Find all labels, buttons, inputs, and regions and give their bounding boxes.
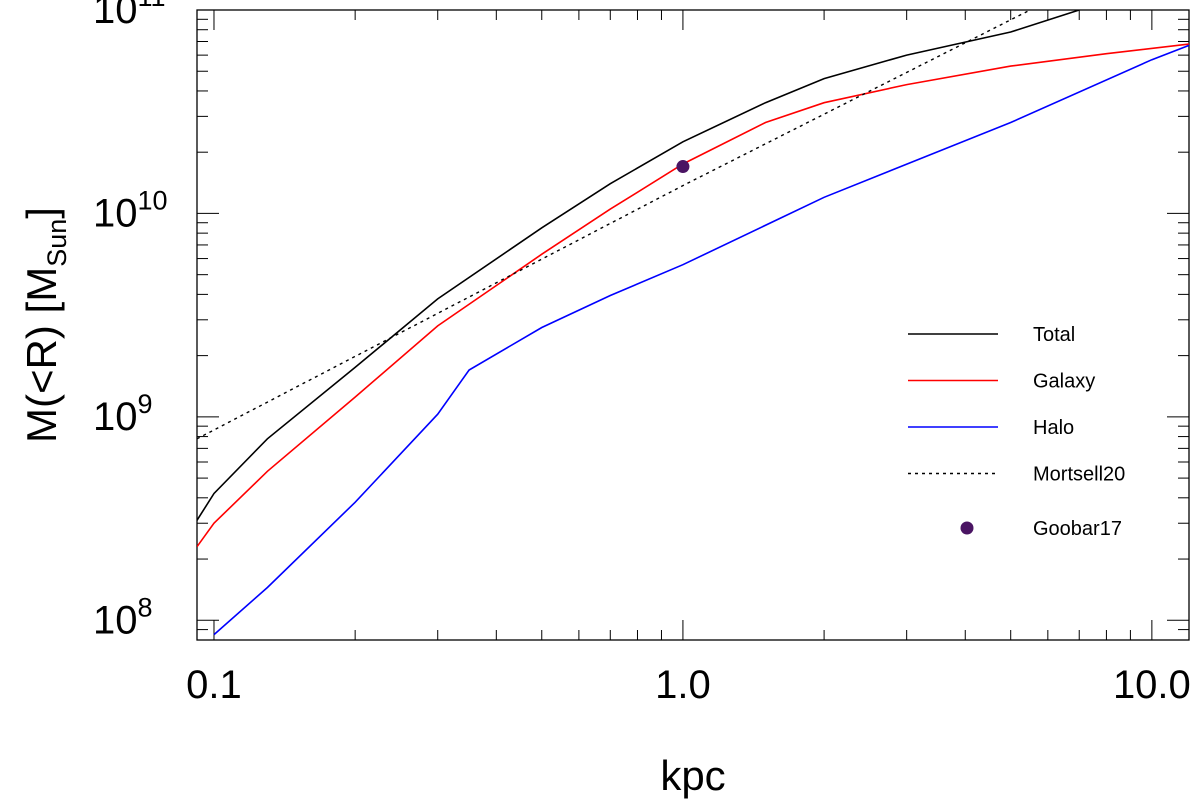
series-group	[197, 10, 1189, 636]
y-tick-label: 109	[93, 389, 153, 439]
y-tick-base: 10	[93, 598, 138, 642]
legend-label-galaxy: Galaxy	[1033, 371, 1095, 393]
y-axis-title-subscript: Sun	[42, 219, 72, 267]
legend-label-halo: Halo	[1033, 417, 1074, 439]
y-axis-title-close: ]	[18, 207, 65, 219]
y-tick-exponent: 10	[138, 185, 168, 215]
y-tick-label: 1010	[93, 185, 168, 235]
x-tick-label: 1.0	[655, 663, 711, 707]
total-line	[197, 10, 1080, 521]
y-tick-base: 10	[93, 0, 138, 32]
goobar17-point	[676, 160, 690, 174]
axes: 0.11.010.010810910101011	[93, 0, 1191, 707]
y-tick-label: 108	[93, 592, 153, 642]
x-tick-label: 10.0	[1113, 663, 1191, 707]
legend-label-mortsell20: Mortsell20	[1033, 464, 1125, 486]
y-tick-base: 10	[93, 395, 138, 439]
x-axis-title: kpc	[660, 752, 725, 799]
plot-frame	[196, 9, 1190, 641]
y-tick-exponent: 9	[138, 389, 153, 419]
halo-line	[213, 44, 1189, 636]
y-axis-title: M(<R) [MSun]	[18, 207, 72, 443]
y-axis-title-main: M(<R) [M	[18, 267, 65, 443]
legend-label-goobar17: Goobar17	[1033, 518, 1122, 540]
mortsell20-line	[197, 10, 1031, 440]
y-tick-label: 1011	[93, 0, 166, 32]
legend-label-total: Total	[1033, 324, 1075, 346]
legend-swatch-goobar17	[960, 521, 974, 535]
y-tick-base: 10	[93, 191, 138, 235]
x-tick-label: 0.1	[186, 663, 242, 707]
y-tick-exponent: 11	[138, 0, 166, 12]
legend: Total Galaxy Halo Mortsell20 Goobar17	[908, 324, 1125, 540]
y-tick-exponent: 8	[138, 592, 153, 622]
galaxy-line	[197, 43, 1189, 548]
